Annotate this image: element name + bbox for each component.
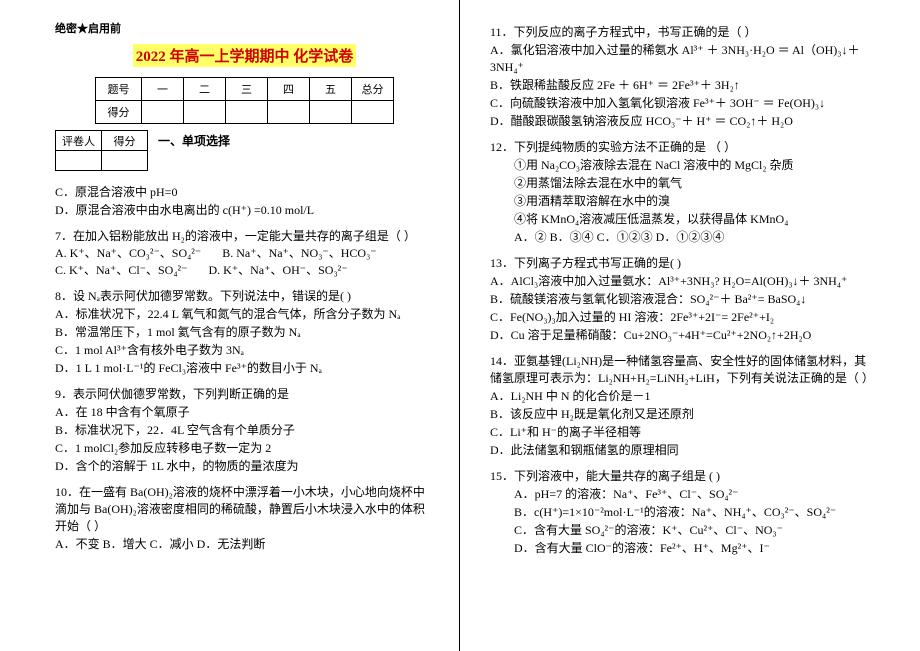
q13-c: C．Fe(NO₃)₃加入过量的 HI 溶液：2Fe³⁺+2I⁻= 2Fe²⁺+I… — [490, 309, 875, 326]
fragment-options: C．原混合溶液中 pH=0 D．原混合溶液中由水电离出的 c(H⁺) =0.10… — [55, 184, 434, 219]
question-11: 11．下列反应的离子方程式中，书写正确的是（ ） A．氯化铝溶液中加入过量的稀氨… — [490, 24, 875, 130]
confidential-note: 绝密★启用前 — [55, 20, 434, 36]
question-12: 12．下列提纯物质的实验方法不正确的是 （ ） ①用 Na₂CO₃溶液除去混在 … — [490, 139, 875, 246]
q8-b: B．常温常压下，1 mol 氦气含有的原子数为 Nₐ — [55, 324, 434, 341]
q13-b: B．硫酸镁溶液与氢氧化钡溶液混合：SO₄²⁻＋ Ba²⁺= BaSO₄↓ — [490, 291, 875, 308]
q15-stem: 15．下列溶液中，能大量共存的离子组是 ( ) — [490, 468, 875, 485]
q11-c: C．向硫酸铁溶液中加入氢氧化钡溶液 Fe³⁺＋ 3OH⁻ ＝ Fe(OH)₃↓ — [490, 95, 875, 112]
q7-c: C. K⁺、Na⁺、Cl⁻、SO₄²⁻ — [55, 263, 187, 277]
q8-a: A．标准状况下，22.4 L 氧气和氮气的混合气体，所含分子数为 Nₐ — [55, 306, 434, 323]
q14-b: B．该反应中 H₂既是氧化剂又是还原剂 — [490, 406, 875, 423]
q12-l4: ④将 KMnO₄溶液减压低温蒸发，以获得晶体 KMnO₄ — [490, 211, 875, 228]
section-row: 评卷人 得分 一、单项选择 — [55, 130, 434, 175]
exam-page: 绝密★启用前 2022 年高一上学期期中 化学试卷 题号 一 二 三 四 五 总… — [0, 0, 920, 651]
q11-d: D．醋酸跟碳酸氢钠溶液反应 HCO₃⁻＋ H⁺ ＝ CO₂↑＋ H₂O — [490, 113, 875, 130]
q9-d: D．含个的溶解于 1L 水中，的物质的量浓度为 — [55, 458, 434, 475]
q10-opts: A．不变 B．增大 C．减小 D．无法判断 — [55, 536, 434, 553]
q9-b: B．标准状况下，22．4L 空气含有个单质分子 — [55, 422, 434, 439]
score-cell — [268, 101, 310, 124]
q14-stem: 14．亚氨基锂(Li₂NH)是一种储氢容量高、安全性好的固体储氢材料，其储氢原理… — [490, 353, 875, 387]
q15-c: C．含有大量 SO₄²⁻的溶液：K⁺、Cu²⁺、Cl⁻、NO₃⁻ — [490, 522, 875, 539]
score-table: 题号 一 二 三 四 五 总分 得分 — [95, 77, 394, 124]
q11-stem: 11．下列反应的离子方程式中，书写正确的是（ ） — [490, 24, 875, 41]
q11-a: A．氯化铝溶液中加入过量的稀氨水 Al³⁺ ＋ 3NH₃·H₂O ＝ Al（OH… — [490, 42, 875, 76]
q9-stem: 9．表示阿伏伽德罗常数，下列判断正确的是 — [55, 386, 434, 403]
q12-opts: A．② B．③④ C．①②③ D．①②③④ — [490, 229, 875, 246]
q8-d: D．1 L 1 mol·L⁻¹的 FeCl₃溶液中 Fe³⁺的数目小于 Nₐ — [55, 360, 434, 377]
score-cell — [142, 101, 184, 124]
title-wrap: 2022 年高一上学期期中 化学试卷 — [55, 44, 434, 67]
q11-b: B．铁跟稀盐酸反应 2Fe ＋ 6H⁺ ＝ 2Fe³⁺＋ 3H₂↑ — [490, 77, 875, 94]
q12-l2: ②用蒸馏法除去混在水中的氧气 — [490, 175, 875, 192]
q12-stem: 12．下列提纯物质的实验方法不正确的是 （ ） — [490, 139, 875, 156]
score-row2-label: 得分 — [96, 101, 142, 124]
q15-a: A．pH=7 的溶液：Na⁺、Fe³⁺、Cl⁻、SO₄²⁻ — [490, 486, 875, 503]
score-cell — [352, 101, 394, 124]
q7-stem: 7．在加入铝粉能放出 H₂的溶液中，一定能大量共存的离子组是（ ） — [55, 228, 434, 245]
question-15: 15．下列溶液中，能大量共存的离子组是 ( ) A．pH=7 的溶液：Na⁺、F… — [490, 468, 875, 557]
score-cell — [226, 101, 268, 124]
q14-c: C．Li⁺和 H⁻的离子半径相等 — [490, 424, 875, 441]
score-head-3: 三 — [226, 78, 268, 101]
score-head-4: 四 — [268, 78, 310, 101]
question-14: 14．亚氨基锂(Li₂NH)是一种储氢容量高、安全性好的固体储氢材料，其储氢原理… — [490, 353, 875, 459]
grader-table: 评卷人 得分 — [55, 130, 148, 171]
q14-a: A．Li₂NH 中 N 的化合价是－1 — [490, 388, 875, 405]
score-head-2: 二 — [184, 78, 226, 101]
q7-opts-row1: A. K⁺、Na⁺、CO₃²⁻、SO₄²⁻ B. Na⁺、Na⁺、NO₃⁻、HC… — [55, 245, 434, 262]
score-cell — [310, 101, 352, 124]
question-8: 8．设 Nₐ表示阿伏加德罗常数。下列说法中，错误的是( ) A．标准状况下，22… — [55, 288, 434, 377]
score-head-6: 总分 — [352, 78, 394, 101]
q7-a: A. K⁺、Na⁺、CO₃²⁻、SO₄²⁻ — [55, 246, 201, 260]
grader-score-label: 得分 — [102, 131, 148, 151]
q7-d: D. K⁺、Na⁺、OH⁻、SO₃²⁻ — [208, 263, 347, 277]
score-head-5: 五 — [310, 78, 352, 101]
q7-b: B. Na⁺、Na⁺、NO₃⁻、HCO₃⁻ — [222, 246, 376, 260]
score-cell — [184, 101, 226, 124]
frag-opt-d: D．原混合溶液中由水电离出的 c(H⁺) =0.10 mol/L — [55, 202, 434, 219]
exam-title: 2022 年高一上学期期中 化学试卷 — [133, 44, 357, 67]
question-9: 9．表示阿伏伽德罗常数，下列判断正确的是 A．在 18 中含有个氧原子 B．标准… — [55, 386, 434, 475]
q14-d: D．此法储氢和钢瓶储氢的原理相同 — [490, 442, 875, 459]
question-10: 10．在一盛有 Ba(OH)₂溶液的烧杯中漂浮着一小木块，小心地向烧杯中滴加与 … — [55, 484, 434, 553]
left-column: 绝密★启用前 2022 年高一上学期期中 化学试卷 题号 一 二 三 四 五 总… — [0, 0, 460, 651]
q15-d: D．含有大量 ClO⁻的溶液：Fe²⁺、H⁺、Mg²⁺、I⁻ — [490, 540, 875, 557]
question-13: 13．下列离子方程式书写正确的是( ) A．AlCl₃溶液中加入过量氨水：Al³… — [490, 255, 875, 344]
q8-c: C．1 mol Al³⁺含有核外电子数为 3Nₐ — [55, 342, 434, 359]
q13-d: D．Cu 溶于足量稀硝酸：Cu+2NO₃⁻+4H⁺=Cu²⁺+2NO₂↑+2H₂… — [490, 327, 875, 344]
grader-label: 评卷人 — [56, 131, 102, 151]
q10-stem: 10．在一盛有 Ba(OH)₂溶液的烧杯中漂浮着一小木块，小心地向烧杯中滴加与 … — [55, 484, 434, 535]
frag-opt-c: C．原混合溶液中 pH=0 — [55, 184, 434, 201]
q13-a: A．AlCl₃溶液中加入过量氨水：Al³⁺+3NH₃? H₂O=Al(OH)₃↓… — [490, 273, 875, 290]
q7-opts-row2: C. K⁺、Na⁺、Cl⁻、SO₄²⁻ D. K⁺、Na⁺、OH⁻、SO₃²⁻ — [55, 262, 434, 279]
q12-l1: ①用 Na₂CO₃溶液除去混在 NaCl 溶液中的 MgCl₂ 杂质 — [490, 157, 875, 174]
question-7: 7．在加入铝粉能放出 H₂的溶液中，一定能大量共存的离子组是（ ） A. K⁺、… — [55, 228, 434, 279]
score-head-0: 题号 — [96, 78, 142, 101]
q9-a: A．在 18 中含有个氧原子 — [55, 404, 434, 421]
right-column: 11．下列反应的离子方程式中，书写正确的是（ ） A．氯化铝溶液中加入过量的稀氨… — [460, 0, 920, 651]
q8-stem: 8．设 Nₐ表示阿伏加德罗常数。下列说法中，错误的是( ) — [55, 288, 434, 305]
q9-c: C．1 molCl₂参加反应转移电子数一定为 2 — [55, 440, 434, 457]
q13-stem: 13．下列离子方程式书写正确的是( ) — [490, 255, 875, 272]
q12-l3: ③用酒精萃取溶解在水中的溴 — [490, 193, 875, 210]
q15-b: B．c(H⁺)=1×10⁻²mol·L⁻¹的溶液：Na⁺、NH₄⁺、CO₃²⁻、… — [490, 504, 875, 521]
grader-cell — [102, 151, 148, 171]
grader-cell — [56, 151, 102, 171]
score-head-1: 一 — [142, 78, 184, 101]
